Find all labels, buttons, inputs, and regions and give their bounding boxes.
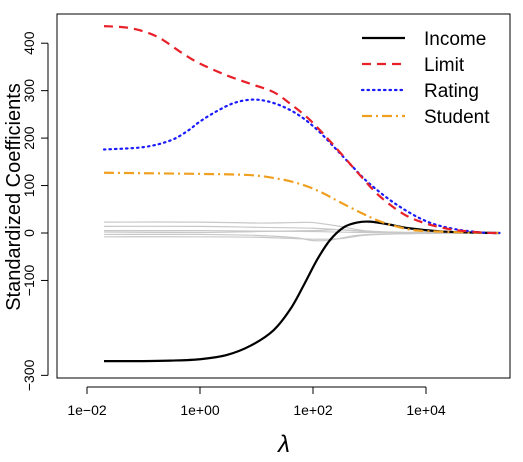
series-line-student [103, 171, 500, 235]
x-tick-label: 1e+04 [406, 402, 446, 418]
x-axis-label: λ [276, 431, 290, 458]
series-group [102, 25, 501, 363]
y-axis-label: Standardized Coefficients [3, 83, 25, 311]
plot-frame [56, 13, 511, 379]
y-tick-label: 300 [21, 79, 37, 103]
background-series-line-5 [104, 232, 500, 240]
background-series-line-6 [104, 225, 500, 234]
y-tick-label: 100 [21, 174, 37, 198]
x-tick-label: 1e+00 [180, 402, 220, 418]
legend: Income Limit Rating Student [360, 29, 490, 128]
background-series-group [104, 221, 500, 242]
legend-label-student: Student [424, 107, 490, 128]
series-line-limit [103, 25, 500, 235]
x-axis: 1e−02 1e+00 1e+02 1e+04 [67, 386, 446, 418]
y-tick-label: 200 [21, 126, 37, 150]
legend-label-limit: Limit [424, 55, 465, 76]
y-tick-label: −100 [21, 264, 37, 296]
y-tick-label: 400 [21, 31, 37, 55]
x-tick-label: 1e+02 [293, 402, 333, 418]
series-line-income [104, 220, 500, 363]
y-axis: −300 −100 0 100 200 300 400 [21, 31, 49, 391]
y-tick-label: −300 [21, 359, 37, 391]
legend-label-income: Income [424, 29, 486, 50]
series-line-rating [102, 98, 501, 235]
legend-label-rating: Rating [424, 81, 479, 102]
y-tick-label: 0 [21, 229, 37, 237]
x-tick-label: 1e−02 [67, 402, 107, 418]
